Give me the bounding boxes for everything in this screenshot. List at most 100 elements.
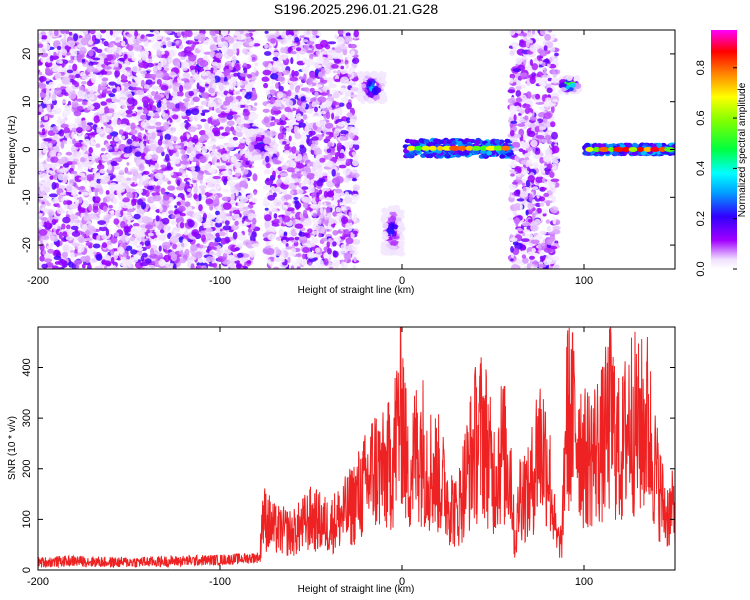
spectrogram-point <box>77 133 82 139</box>
spectrogram-point <box>334 78 341 82</box>
spectrogram-point <box>264 145 269 151</box>
spectrogram-point <box>290 141 296 146</box>
spectrogram-point <box>381 91 386 95</box>
spectrogram-point <box>234 161 240 169</box>
spectrogram-point <box>41 194 50 200</box>
spectrogram-point <box>207 236 216 239</box>
spectrogram-point <box>38 228 48 236</box>
spectrogram-point <box>227 170 232 175</box>
spectrogram-point <box>103 66 112 70</box>
spectrogram-point <box>201 101 207 105</box>
spectrogram-point <box>173 263 177 269</box>
spectrogram-point <box>218 231 226 237</box>
spectrogram-point <box>224 220 230 226</box>
spectrogram-point <box>69 214 79 220</box>
spectrogram-point <box>208 246 218 250</box>
spectrogram-point <box>327 95 335 102</box>
spectrogram-point <box>66 185 73 192</box>
spectrogram-point <box>298 76 304 80</box>
spectrogram-point <box>332 70 337 74</box>
spectrogram-point <box>171 214 176 220</box>
spectrogram-point <box>114 251 118 256</box>
spectrogram-point <box>230 188 238 193</box>
spectrogram-point <box>112 88 117 93</box>
spectrogram-point <box>220 41 229 49</box>
spectrogram-point <box>137 244 143 249</box>
spectrogram-point <box>130 249 138 255</box>
spectrogram-point <box>46 104 51 112</box>
spectrogram-point <box>200 70 207 77</box>
spectrogram-point <box>74 81 80 88</box>
spectrogram-point <box>62 231 68 237</box>
spectrogram-point <box>176 186 185 191</box>
spectrogram-point <box>194 251 203 259</box>
spectrogram-point <box>224 36 228 40</box>
spectrogram-point <box>184 201 191 207</box>
spectrogram-point <box>327 77 335 84</box>
spectrogram-point <box>89 226 96 234</box>
spectrogram-point <box>344 229 349 234</box>
spectrogram-point <box>335 188 343 194</box>
spectrogram-point <box>50 156 60 163</box>
spectrogram-point <box>38 142 41 147</box>
spectrogram-point <box>295 228 300 234</box>
spectrogram-point <box>127 36 131 44</box>
spectrogram-point <box>311 238 319 244</box>
spectrogram-point <box>282 127 287 132</box>
spectrogram-point <box>140 114 147 120</box>
spectrogram-point <box>127 93 133 99</box>
spectrogram-point <box>315 224 320 230</box>
spectrogram-point <box>178 258 187 264</box>
spectrogram-point <box>327 248 332 255</box>
spectrogram-point <box>140 121 147 128</box>
spectrogram-point <box>300 96 306 102</box>
spectrogram-point <box>38 213 43 217</box>
spectrogram-point <box>338 152 345 159</box>
spectrogram-point <box>165 153 170 162</box>
spectrogram-point <box>166 162 171 170</box>
spectrogram-point <box>234 99 239 103</box>
spectrogram-point <box>250 81 256 86</box>
spectrogram-point <box>77 245 85 253</box>
spectrogram-point <box>144 154 152 161</box>
spectrogram-point <box>123 226 129 230</box>
spectrogram-point <box>231 62 235 68</box>
spectrogram-point <box>232 209 240 214</box>
spectrogram-point <box>251 231 257 238</box>
spectrogram-point <box>170 220 177 226</box>
spectrogram-point <box>287 159 295 168</box>
spectrogram-point <box>86 174 95 180</box>
spectrogram-point <box>169 251 176 256</box>
spectrogram-point <box>73 33 79 42</box>
spectrogram-point <box>239 180 248 188</box>
spectrogram-point <box>198 193 202 202</box>
spectrogram-point <box>178 205 186 212</box>
spectrogram-point <box>48 111 56 116</box>
spectrogram-point <box>176 76 184 83</box>
spectrogram-point <box>206 256 214 263</box>
spectrogram-point <box>43 185 51 193</box>
spectrogram-point <box>208 107 212 111</box>
spectrogram-point <box>345 158 350 164</box>
spectrogram-point <box>180 160 190 165</box>
spectrogram-point <box>340 65 345 70</box>
spectrogram-point <box>257 128 262 133</box>
spectrogram-point <box>294 85 300 93</box>
spectrogram-point <box>149 118 157 124</box>
spectrogram-point <box>294 37 300 43</box>
spectrogram-point <box>115 52 119 59</box>
spectrogram-point <box>352 239 361 245</box>
spectrogram-point <box>289 77 299 82</box>
spectrogram-point <box>277 132 284 141</box>
spectrogram-point <box>178 251 184 255</box>
spectrogram-point <box>121 40 126 47</box>
spectrogram-point <box>71 131 76 139</box>
spectrogram-point <box>71 192 76 196</box>
spectrogram-point <box>160 164 167 169</box>
spectrogram-point <box>179 222 185 229</box>
spectrogram-point <box>107 103 116 110</box>
spectrogram-point <box>69 252 75 261</box>
spectrogram-point <box>350 126 360 134</box>
spectrogram-point <box>349 132 355 140</box>
spectrogram-point <box>76 127 83 134</box>
